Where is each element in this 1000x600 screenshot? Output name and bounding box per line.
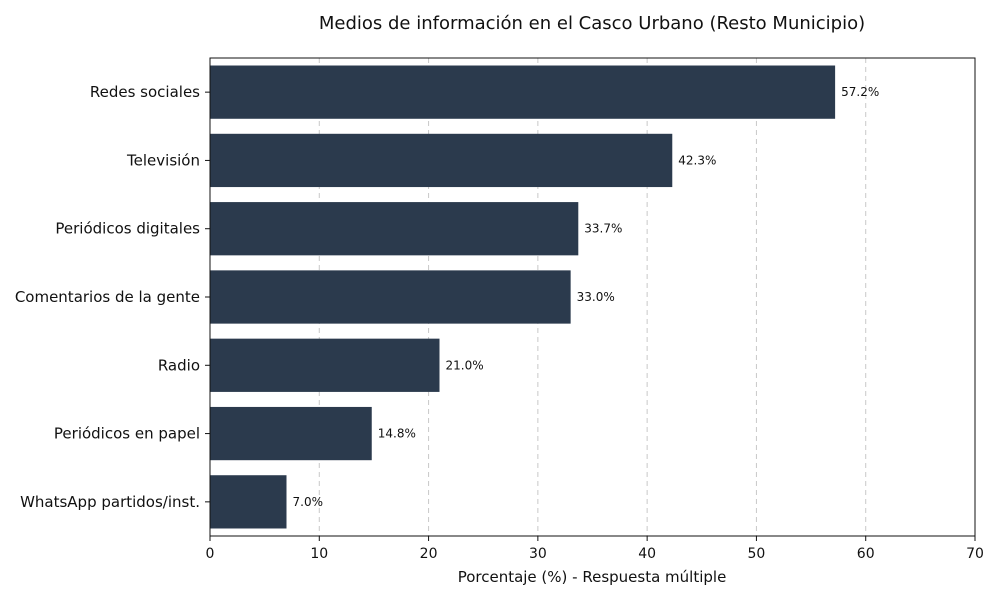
category-label: Comentarios de la gente xyxy=(15,288,200,306)
bar xyxy=(210,475,287,529)
x-axis-label: Porcentaje (%) - Respuesta múltiple xyxy=(458,568,727,586)
bar xyxy=(210,338,440,392)
x-tick-label: 20 xyxy=(420,546,438,562)
category-label: Periódicos en papel xyxy=(54,425,200,443)
x-tick-label: 10 xyxy=(310,546,328,562)
x-tick-label: 30 xyxy=(529,546,547,562)
chart-title: Medios de información en el Casco Urbano… xyxy=(319,13,865,34)
bars xyxy=(210,65,836,529)
bar xyxy=(210,65,836,119)
x-tick-label: 60 xyxy=(857,546,875,562)
value-label: 7.0% xyxy=(293,495,324,509)
value-label: 21.0% xyxy=(446,358,484,372)
bar xyxy=(210,133,673,188)
category-label: WhatsApp partidos/inst. xyxy=(20,493,200,511)
value-label: 14.8% xyxy=(378,427,416,441)
category-label: Redes sociales xyxy=(90,83,200,101)
value-labels: 57.2% 42.3% 33.7% 33.0% 21.0% 14.8% 7.0% xyxy=(293,85,880,509)
bar xyxy=(210,270,571,324)
x-tick-label: 0 xyxy=(206,546,215,562)
x-tick-label: 70 xyxy=(966,546,984,562)
category-labels: Redes sociales Televisión Periódicos digit… xyxy=(15,83,210,511)
category-label: Periódicos digitales xyxy=(55,220,200,238)
x-tick-label: 40 xyxy=(638,546,656,562)
x-axis-ticks: 0 10 20 30 40 50 60 70 xyxy=(206,536,984,562)
bar xyxy=(210,406,372,461)
x-tick-label: 50 xyxy=(748,546,766,562)
value-label: 33.7% xyxy=(584,222,622,236)
value-label: 33.0% xyxy=(577,290,615,304)
value-label: 57.2% xyxy=(841,85,879,99)
category-label: Radio xyxy=(158,356,200,374)
category-label: Televisión xyxy=(126,151,200,169)
bar xyxy=(210,202,579,256)
value-label: 42.3% xyxy=(678,153,716,167)
